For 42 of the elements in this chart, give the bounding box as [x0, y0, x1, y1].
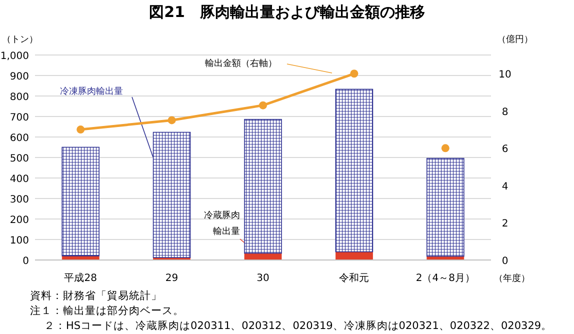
text: 注１：輸出量は部分肉ベース。 — [30, 304, 184, 317]
y2-axis-title: （億円） — [497, 34, 533, 45]
y-tick-label: 800 — [10, 92, 29, 103]
bar — [426, 158, 464, 257]
y-tick-label: 300 — [10, 194, 29, 206]
chart-title: 図21 豚肉輸出量および輸出金額の推移 — [149, 3, 425, 21]
point — [350, 70, 358, 78]
y2-tick-label: 6 — [502, 144, 508, 156]
y2-tick-label: 10 — [498, 70, 512, 81]
y-tick-label: 200 — [10, 215, 29, 226]
bar — [244, 118, 282, 254]
y2-tick-label: 8 — [502, 106, 508, 118]
series-label: 冷蔵豚肉輸出量 — [204, 210, 240, 237]
y2-tick-label: 4 — [502, 181, 508, 192]
point — [168, 116, 176, 124]
bar — [335, 88, 374, 252]
y-tick-label: 1,000 — [0, 51, 29, 62]
y-tick-label: 0 — [22, 256, 29, 267]
point — [259, 101, 267, 110]
x-tick-label: 2（4～8月） — [416, 273, 475, 284]
y-tick-label: 700 — [10, 112, 29, 124]
y-tick-label: 900 — [10, 72, 29, 82]
point — [76, 126, 85, 134]
point — [441, 144, 450, 152]
y-tick-label: 400 — [10, 174, 29, 185]
bar — [62, 146, 100, 256]
bar — [152, 132, 191, 258]
x-axis-title: （年度） — [494, 273, 530, 284]
text: ２：HSコードは、冷蔵豚肉は020311、020312、020319、冷凍豚肉は020321、020322、020329。 — [44, 319, 552, 332]
text: 資料：財務省「貿易統計」 — [30, 289, 162, 302]
legend-label: 輸出金額（右軸） — [205, 58, 277, 69]
y-tick-label: 100 — [10, 236, 29, 246]
y2-tick-label: 0 — [502, 256, 508, 267]
x-tick-label: 平成28 — [64, 272, 97, 284]
y-axis-title: （トン） — [2, 35, 38, 45]
x-tick-label: 29 — [165, 273, 178, 284]
y2-tick-label: 2 — [502, 218, 508, 230]
y-tick-label: 600 — [10, 133, 29, 144]
text: 冷凍豚肉輸出量 — [60, 86, 123, 97]
y-tick-label: 500 — [10, 154, 29, 164]
x-tick-label: 30 — [256, 273, 270, 284]
x-tick-label: 令和元 — [339, 272, 370, 284]
